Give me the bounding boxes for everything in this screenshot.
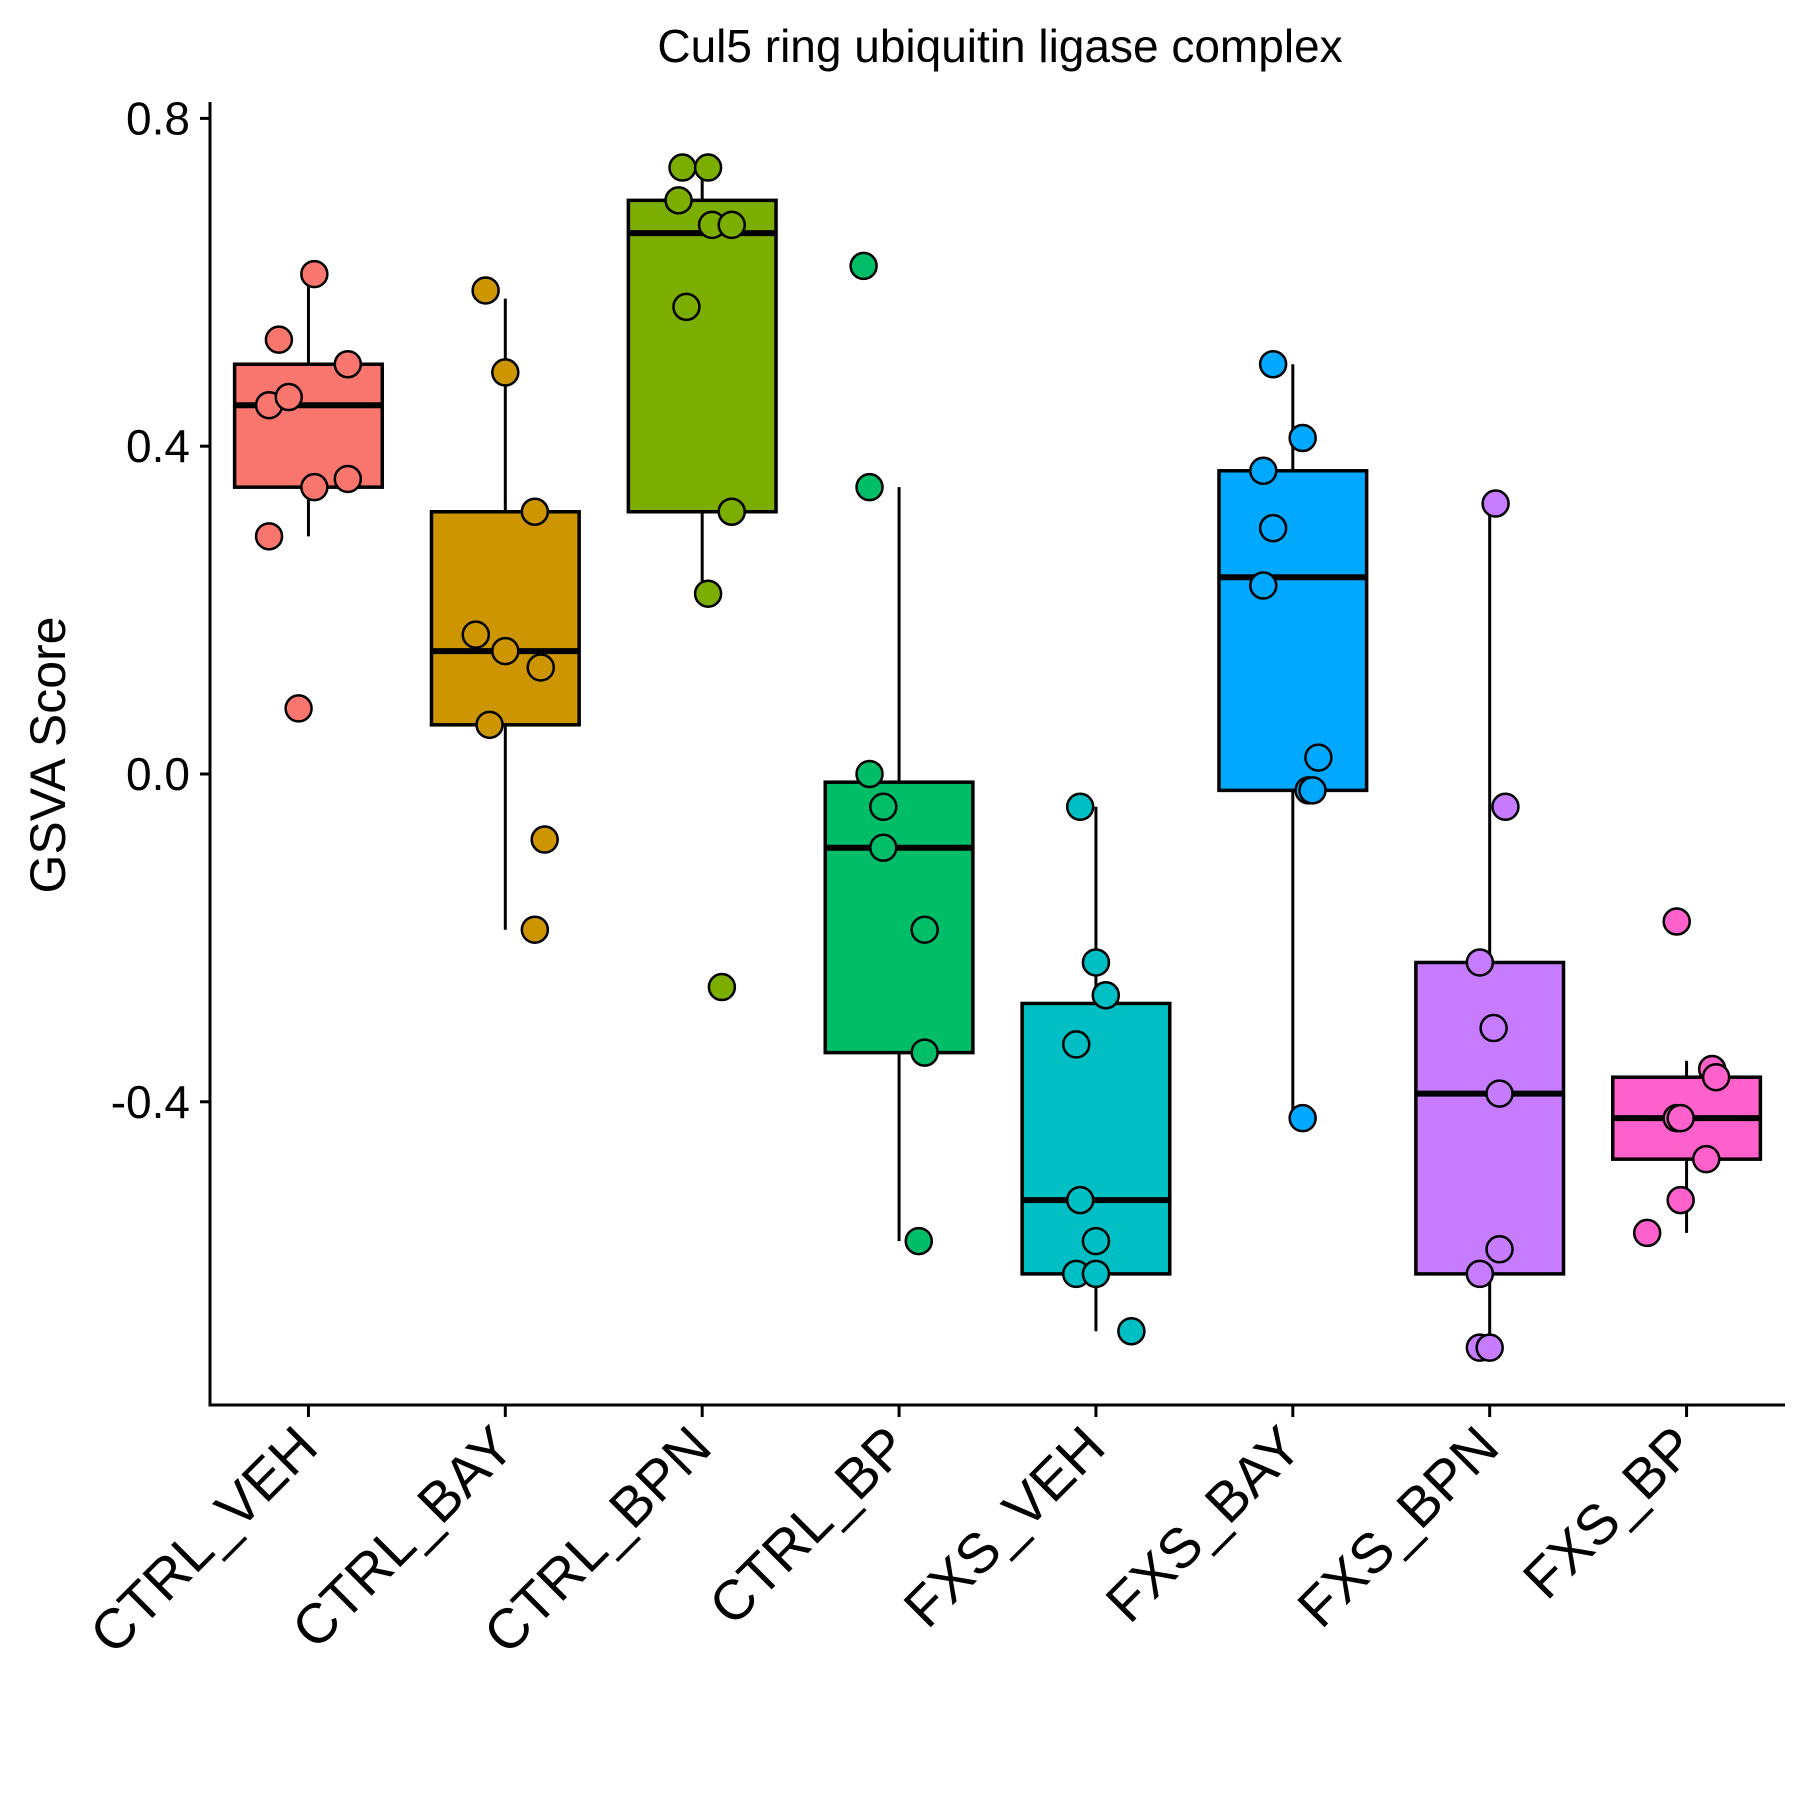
data-point	[300, 259, 329, 289]
data-point	[471, 276, 500, 305]
data-point	[1481, 489, 1510, 518]
x-tick-label: FXS_BP	[1511, 1414, 1707, 1610]
data-point	[1065, 1185, 1095, 1215]
data-point	[520, 915, 550, 944]
data-point	[1062, 1030, 1091, 1059]
data-point	[1475, 1333, 1504, 1362]
data-point	[1249, 456, 1278, 486]
data-point	[530, 825, 559, 854]
data-point	[1298, 776, 1327, 805]
data-point	[274, 382, 303, 412]
data-point	[300, 472, 329, 502]
data-point	[1692, 1144, 1721, 1174]
box-fxs-bay	[1217, 469, 1369, 793]
data-point	[1258, 349, 1288, 379]
data-point	[1491, 792, 1520, 822]
data-point	[1465, 1259, 1495, 1289]
box-ctrl-veh	[232, 362, 385, 489]
data-point	[491, 358, 520, 387]
data-point	[717, 210, 746, 240]
data-point	[1662, 907, 1691, 936]
box-ctrl-bay	[429, 509, 581, 727]
data-point	[717, 497, 746, 526]
x-tick-label: FXS_VEH	[891, 1414, 1116, 1639]
box-ctrl-bp	[823, 780, 975, 1055]
data-point	[475, 710, 504, 740]
data-point	[869, 792, 898, 822]
data-point	[1485, 1079, 1514, 1108]
data-point	[1485, 1235, 1514, 1264]
data-point	[1288, 1103, 1317, 1133]
x-tick-label: FXS_BPN	[1285, 1414, 1510, 1639]
data-point	[910, 1038, 939, 1067]
data-point	[254, 522, 284, 551]
data-point	[1701, 1062, 1731, 1092]
y-tick-label: 0.8	[126, 92, 190, 144]
data-point	[904, 1226, 933, 1256]
data-point	[1666, 1103, 1695, 1133]
box-fxs-bpn	[1414, 960, 1566, 1276]
data-point	[333, 464, 363, 494]
data-point	[693, 579, 723, 608]
data-point	[1117, 1316, 1146, 1346]
data-point	[1081, 1259, 1111, 1289]
data-point	[707, 972, 737, 1002]
data-point	[1081, 1226, 1111, 1256]
data-point	[520, 497, 550, 526]
data-point	[855, 472, 884, 502]
data-point	[672, 292, 701, 322]
data-point	[693, 153, 723, 182]
data-point	[461, 620, 491, 649]
data-point	[333, 349, 363, 379]
data-point	[1249, 571, 1278, 600]
data-point	[1288, 423, 1317, 453]
y-tick-label: -0.4	[111, 1076, 190, 1128]
data-point	[1465, 948, 1495, 977]
y-tick-label: 0.4	[126, 420, 190, 472]
data-point	[1304, 743, 1333, 772]
y-tick-label: 0.0	[126, 748, 190, 800]
data-point	[491, 636, 520, 666]
data-point	[910, 915, 939, 944]
data-point	[284, 694, 313, 723]
data-point	[855, 759, 884, 789]
data-point	[1479, 1013, 1508, 1043]
data-point	[664, 186, 693, 215]
data-point	[1081, 948, 1111, 977]
chart-title: Cul5 ring ubiquitin ligase complex	[657, 20, 1342, 72]
plot-area: -0.4 0.0 0.4 0.8	[111, 92, 1763, 1362]
x-tick-label: FXS_BAY	[1093, 1414, 1313, 1634]
y-axis-label: GSVA Score	[20, 617, 76, 894]
data-point	[869, 833, 898, 862]
x-tick-label: CTRL_BP	[697, 1414, 920, 1637]
data-point	[1091, 981, 1121, 1010]
data-point	[1632, 1218, 1662, 1248]
data-point	[849, 251, 878, 281]
data-point	[1258, 513, 1288, 543]
data-point	[264, 325, 294, 354]
data-point	[1666, 1185, 1695, 1215]
data-point	[668, 153, 697, 182]
data-point	[526, 653, 555, 682]
box-ctrl-bpn	[626, 198, 778, 514]
data-point	[1065, 792, 1095, 822]
